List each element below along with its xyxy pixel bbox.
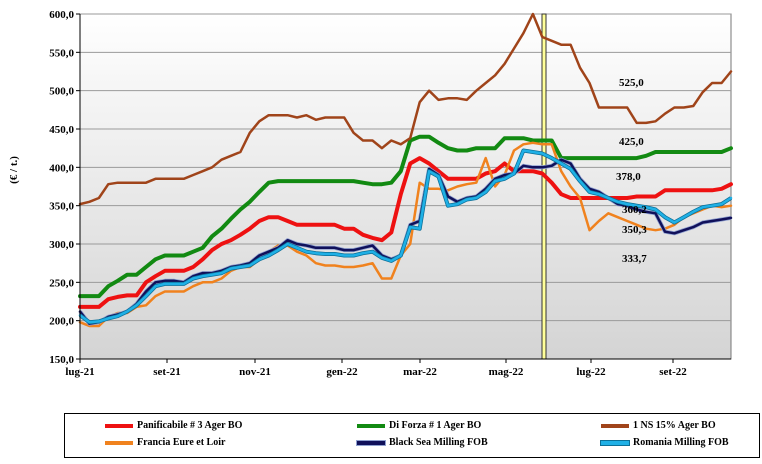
x-tick-label: set-22 [659,366,687,378]
legend-label: Romania Milling FOB [633,437,729,448]
y-tick-label: 500,0 [49,86,74,98]
highlight-bar [541,13,547,360]
value-annotation: 378,0 [616,171,641,183]
y-tick-labels: 150,0 200,0 250,0 300,0 350,0 400,0 450,0 500,0… [49,9,80,366]
legend-swatch [601,441,629,445]
x-tick-labels: lug-21 set-21 nov-21 gen-22 mar-22 mag-22 lug-… [65,359,687,378]
x-tick-label: mag-22 [489,366,524,378]
series-line [78,134,733,299]
plot-area [79,13,732,360]
value-annotation: 360,2 [622,204,647,216]
value-annotation: 333,7 [622,253,647,265]
legend-swatch [105,424,133,428]
y-tick-label: 250,0 [49,277,74,289]
legend-label: 1 NS 15% Ager BO [633,420,716,431]
value-annotation: 425,0 [619,136,644,148]
series-lines [78,12,733,328]
y-tick-label: 200,0 [49,316,74,328]
series-line [78,149,733,324]
y-tick-label: 450,0 [49,124,74,136]
x-tick-label: mar-22 [403,366,437,378]
y-axis-label: (€ / t.) [8,156,20,184]
legend-label: Di Forza # 1 Ager BO [389,420,482,431]
x-tick-label: lug-21 [65,366,94,378]
legend-label: Francia Eure et Loir [137,437,226,448]
axes [79,14,731,360]
legend-swatch [357,441,385,445]
y-tick-label: 600,0 [49,9,74,21]
legend-label: Panificabile # 3 Ager BO [137,420,243,431]
y-tick-label: 150,0 [49,354,74,366]
value-annotation: 350,3 [622,224,647,236]
x-tick-label: lug-22 [576,366,606,378]
y-tick-label: 300,0 [49,239,74,251]
legend-swatch [105,441,133,445]
y-tick-label: 550,0 [49,47,74,59]
x-tick-label: nov-21 [239,366,271,378]
value-annotations: 525,0 425,0 378,0 360,2 350,3 333,7 [616,77,647,265]
y-tick-label: 350,0 [49,201,74,213]
x-tick-label: gen-22 [326,366,358,378]
legend: Panificabile # 3 Ager BO Di Forza # 1 Age… [64,413,760,458]
highlight-band [541,13,547,360]
series-line [78,141,733,328]
series-line [78,156,733,309]
legend-swatch [601,424,629,428]
value-annotation: 525,0 [619,77,644,89]
legend-label: Black Sea Milling FOB [389,437,488,448]
x-tick-label: set-21 [153,366,181,378]
legend-swatch [357,424,385,428]
y-tick-label: 400,0 [49,162,74,174]
series-line [78,12,733,206]
